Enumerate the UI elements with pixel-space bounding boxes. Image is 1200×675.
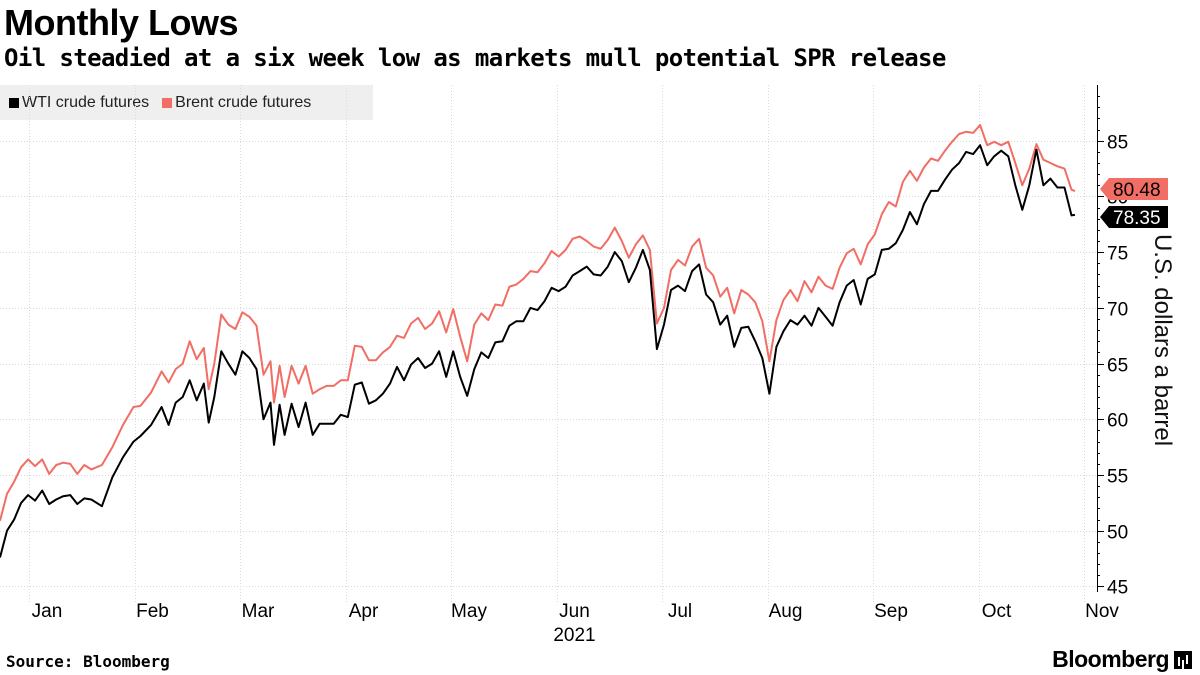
- brand-name: Bloomberg: [1052, 646, 1169, 672]
- y-tick-label: 65: [1107, 356, 1128, 377]
- x-tick-label: Feb: [136, 601, 169, 622]
- chart-title: Monthly Lows: [4, 2, 238, 43]
- end-label-brent: 80.48: [1113, 180, 1161, 201]
- y-tick-label: 55: [1107, 467, 1128, 488]
- end-label-brent-box: [1100, 178, 1168, 200]
- y-tick-label: 45: [1107, 578, 1128, 599]
- x-tick-label: Jul: [668, 601, 692, 622]
- y-tick-label: 50: [1107, 523, 1128, 544]
- x-tick-label: May: [451, 601, 487, 622]
- y-axis: 455055606570758085: [1097, 85, 1128, 599]
- x-tick-label: Nov: [1085, 601, 1119, 622]
- y-axis-label: U.S. dollars a barrel: [1149, 233, 1176, 447]
- series-line-brent: [0, 124, 1076, 521]
- y-tick-label: 60: [1107, 411, 1128, 432]
- x-tick-label: Jan: [32, 601, 63, 622]
- x-tick-label: Sep: [874, 601, 908, 622]
- legend-swatch-brent: [162, 97, 173, 108]
- x-year-label: 2021: [553, 625, 595, 646]
- end-label-wti: 78.35: [1113, 208, 1161, 229]
- series-lines: [0, 124, 1076, 558]
- legend-item-wti: WTI crude futures: [9, 94, 149, 112]
- gridlines: [0, 85, 1097, 602]
- legend-label-wti: WTI crude futures: [22, 93, 150, 111]
- legend-item-brent: Brent crude futures: [162, 94, 311, 112]
- brand-logo: Bloomberg: [1052, 646, 1192, 673]
- legend-swatch-wti: [9, 97, 19, 108]
- source-note: Source: Bloomberg: [6, 652, 170, 671]
- y-tick-label: 70: [1107, 300, 1128, 321]
- x-axis: Jan Feb Mar Apr May Jun Jul Aug Sep Oct Nov 2021: [32, 601, 1120, 646]
- x-tick-label: Apr: [349, 601, 379, 622]
- y-tick-label: 85: [1107, 133, 1128, 154]
- end-label-wti-box: [1100, 206, 1168, 228]
- x-tick-label: Oct: [982, 601, 1012, 622]
- chart-subtitle: Oil steadied at a six week low as market…: [4, 44, 946, 72]
- x-tick-label: Mar: [242, 601, 275, 622]
- x-tick-label: Jun: [559, 601, 590, 622]
- legend: WTI crude futures Brent crude futures: [0, 85, 373, 120]
- x-tick-label: Aug: [769, 601, 803, 622]
- series-line-wti: [0, 144, 1076, 558]
- end-value-labels: 80.48 78.35: [1100, 178, 1168, 229]
- bloomberg-icon: [1174, 650, 1192, 669]
- legend-label-brent: Brent crude futures: [175, 93, 312, 111]
- y-tick-label: 75: [1107, 244, 1128, 265]
